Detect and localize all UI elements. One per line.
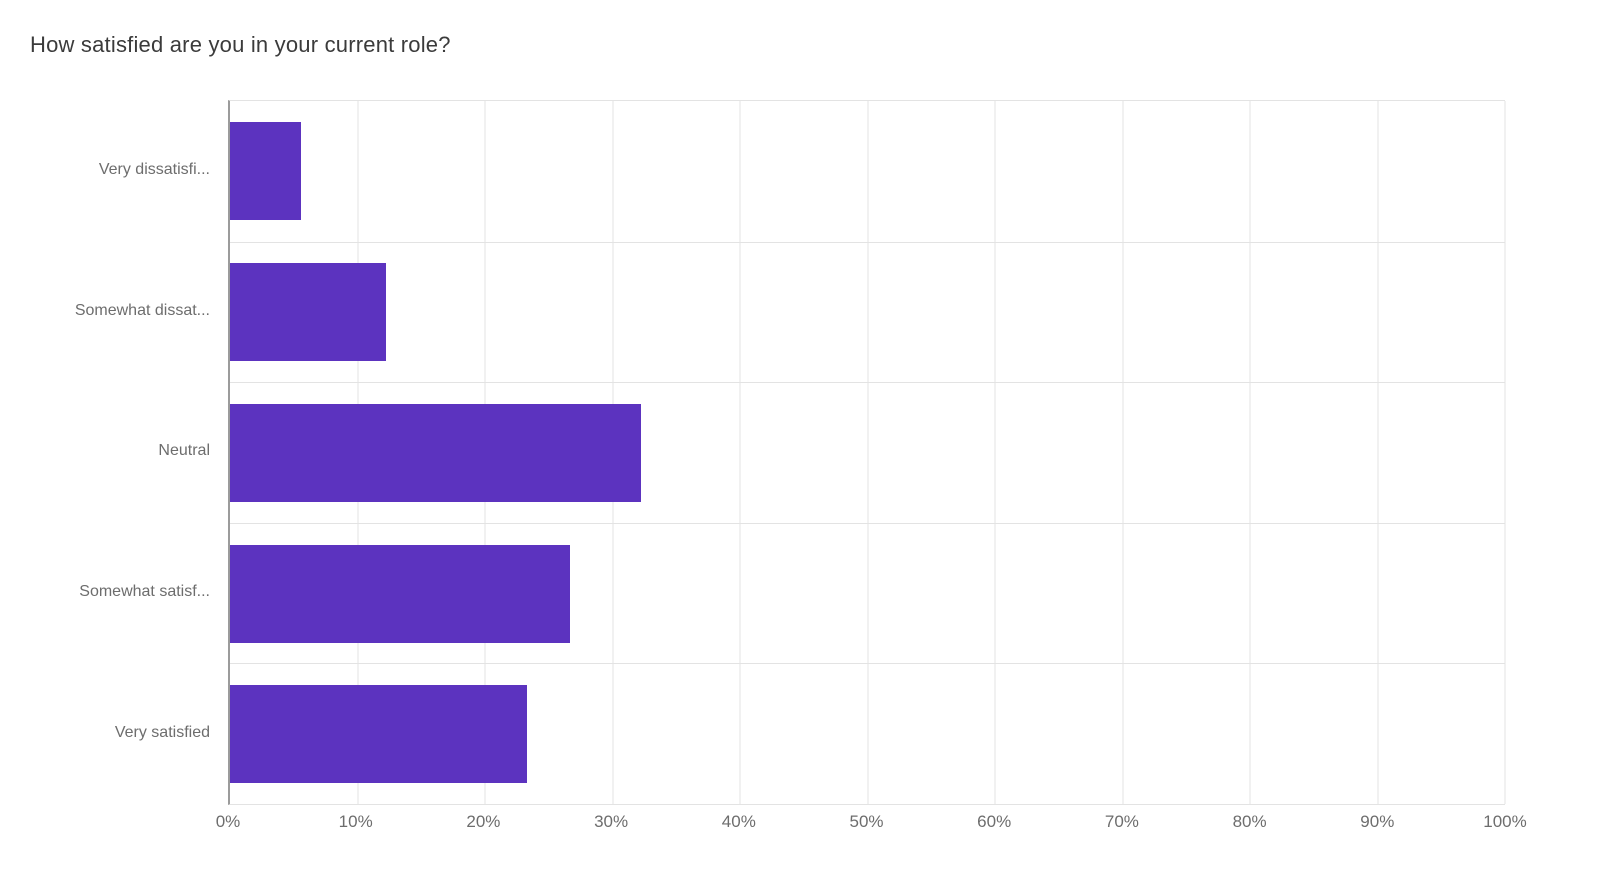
x-axis: 0% 10% 20% 30% 40% 50% 60% 70% 80% 90% 100%	[0, 805, 1600, 842]
x-tick-label: 80%	[1232, 811, 1267, 831]
bar-row	[230, 522, 1505, 664]
bar-row	[230, 663, 1505, 804]
vertical-gridline	[1249, 101, 1251, 804]
bar	[230, 403, 641, 502]
x-tick-label: 100%	[1483, 811, 1527, 831]
x-tick-label: 50%	[849, 811, 884, 831]
vertical-gridline	[1122, 101, 1123, 804]
category-label: Very dissatisfi...	[98, 161, 210, 179]
vertical-gridline	[1377, 101, 1378, 804]
bar-row	[230, 101, 1505, 242]
category-label: Very satisfied	[114, 723, 210, 741]
x-axis-spacer	[0, 805, 228, 842]
plot-area	[228, 100, 1506, 805]
x-axis-ticks: 0% 10% 20% 30% 40% 50% 60% 70% 80% 90% 100%	[216, 811, 1527, 842]
bar	[230, 122, 302, 221]
x-tick-label: 40%	[721, 811, 756, 831]
x-tick-label: 20%	[466, 811, 501, 831]
x-tick-label: 10%	[338, 811, 373, 831]
x-tick-label: 60%	[977, 811, 1012, 831]
category-label: Somewhat dissat...	[74, 301, 210, 319]
x-tick-label: 90%	[1360, 811, 1395, 831]
category-label: Neutral	[158, 442, 210, 460]
category-labels: Very dissatisfi... Somewhat dissat... Neut…	[0, 100, 228, 805]
bar	[230, 685, 528, 784]
x-tick-label: 0%	[215, 811, 241, 831]
vertical-gridline	[994, 101, 996, 804]
x-tick-label: 30%	[594, 811, 629, 831]
vertical-gridline	[1504, 101, 1506, 804]
bar	[230, 544, 571, 643]
category-label: Somewhat satisf...	[79, 583, 210, 601]
bar-row	[230, 241, 1505, 383]
bar-chart: Very dissatisfi... Somewhat dissat... Neut…	[0, 100, 1600, 805]
chart-title: How satisfied are you in your current ro…	[30, 32, 451, 57]
vertical-gridline	[739, 101, 741, 804]
vertical-gridline	[867, 101, 868, 804]
bar-row	[230, 382, 1505, 523]
x-tick-label: 70%	[1104, 811, 1139, 831]
bar	[230, 263, 386, 362]
